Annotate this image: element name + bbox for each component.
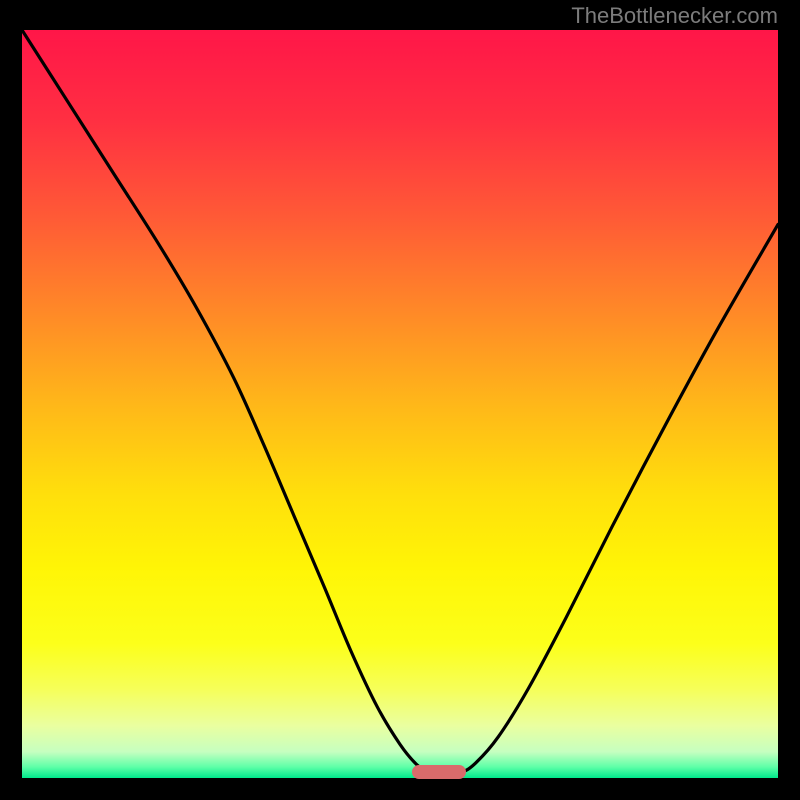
chart-container: { "canvas": { "width": 800, "height": 80… bbox=[0, 0, 800, 800]
watermark-text: TheBottlenecker.com bbox=[571, 3, 778, 29]
bottleneck-curve bbox=[22, 30, 778, 778]
optimum-marker bbox=[412, 765, 466, 779]
plot-area bbox=[22, 30, 778, 778]
